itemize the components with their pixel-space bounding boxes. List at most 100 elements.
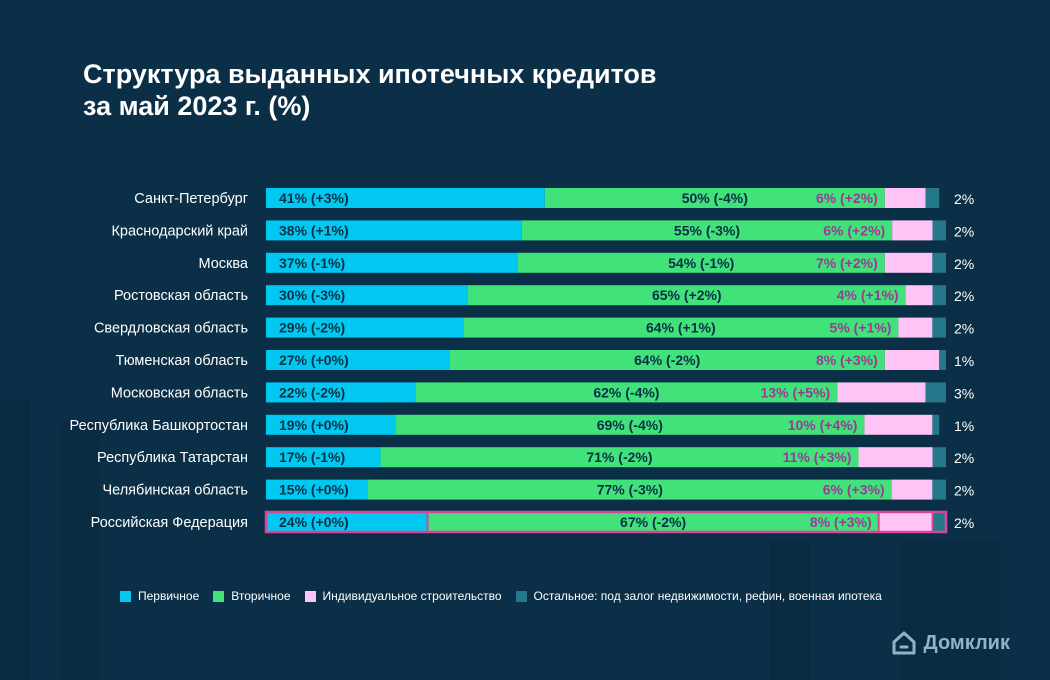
data-label: 38% (+1%) <box>279 222 349 238</box>
data-label: 62% (-4%) <box>593 384 659 400</box>
bar-segment-4 <box>925 382 946 403</box>
data-label: 2% <box>954 191 974 207</box>
bar-segment-2 <box>544 188 885 208</box>
legend-item-secondary: Вторичное <box>213 589 291 603</box>
data-label: 65% (+2%) <box>652 287 722 303</box>
bar-segment-1 <box>266 512 428 532</box>
legend-item-individual: Индивидуальное строительство <box>304 589 502 603</box>
legend-label-secondary: Вторичное <box>231 589 291 603</box>
data-label: 17% (-1%) <box>279 449 345 465</box>
data-label: 13% (+5%) <box>761 384 831 400</box>
data-label: 6% (+3%) <box>823 482 885 498</box>
category-label: Челябинская область <box>102 483 248 499</box>
data-label: 24% (+0%) <box>279 514 349 530</box>
bar-segment-3 <box>858 447 933 468</box>
bar-segment-3 <box>884 188 926 208</box>
bar-segment-3 <box>884 252 933 273</box>
bar-segment-3 <box>864 414 933 435</box>
category-label: Свердловская область <box>94 321 248 337</box>
data-label: 2% <box>954 223 974 239</box>
category-label: Республика Башкортостан <box>70 418 248 434</box>
data-label: 67% (-2%) <box>620 514 686 530</box>
legend-label-other: Остальное: под залог недвижимости, рефин… <box>533 589 882 603</box>
data-label: 64% (+1%) <box>646 320 716 336</box>
title-line-1: Структура выданных ипотечных кредитов <box>83 59 657 89</box>
background-decoration <box>900 540 1000 680</box>
data-label: 8% (+3%) <box>816 352 878 368</box>
data-label: 2% <box>954 515 974 531</box>
data-label: 64% (-2%) <box>634 352 700 368</box>
bar-segment-1 <box>266 285 468 306</box>
brand-logo: Домклик <box>891 630 1010 656</box>
bar-segment-1 <box>266 350 450 370</box>
legend-item-primary: Первичное <box>120 589 199 603</box>
bar-segment-3 <box>905 285 933 306</box>
bar-segment-4 <box>932 512 946 532</box>
data-label: 2% <box>954 256 974 272</box>
legend-label-primary: Первичное <box>138 589 200 603</box>
data-label: 69% (-4%) <box>597 417 663 433</box>
bar-segment-3 <box>878 512 933 532</box>
data-label: 30% (-3%) <box>279 287 345 303</box>
data-label: 15% (+0%) <box>279 482 349 498</box>
data-label: 2% <box>954 321 974 337</box>
background-decoration <box>0 400 30 680</box>
data-label: 6% (+2%) <box>823 222 885 238</box>
data-label: 1% <box>954 418 974 434</box>
data-label: 2% <box>954 483 974 499</box>
bar-segment-4 <box>932 479 946 500</box>
data-label: 3% <box>954 385 974 401</box>
bar-segment-3 <box>837 382 926 403</box>
house-icon <box>892 631 916 655</box>
legend-swatch-other <box>515 590 527 602</box>
background-decoration <box>60 420 100 680</box>
bar-segment-4 <box>939 350 946 370</box>
bar-segment-2 <box>463 317 899 338</box>
category-label: Республика Татарстан <box>97 450 248 466</box>
legend-swatch-secondary <box>213 590 225 602</box>
data-label: 27% (+0%) <box>279 352 349 368</box>
title-line-2: за май 2023 г. (%) <box>83 91 311 121</box>
data-label: 71% (-2%) <box>586 449 652 465</box>
data-label: 11% (+3%) <box>783 449 852 465</box>
bar-segment-4 <box>932 220 946 241</box>
data-label: 77% (-3%) <box>597 482 663 498</box>
bar-segment-4 <box>932 285 946 306</box>
bar-segment-2 <box>521 220 893 241</box>
data-label: 7% (+2%) <box>816 255 878 271</box>
bar-segment-3 <box>892 220 933 241</box>
data-label: 6% (+2%) <box>816 190 878 206</box>
data-label: 2% <box>954 450 974 466</box>
bar-segment-2 <box>449 350 885 370</box>
bar-segment-1 <box>266 479 368 500</box>
bar-segment-1 <box>266 414 396 435</box>
bar-segment-1 <box>266 220 522 241</box>
data-label: 29% (-2%) <box>279 320 345 336</box>
bar-segment-1 <box>266 317 464 338</box>
bar-segment-1 <box>266 252 518 273</box>
category-label: Тюменская область <box>115 353 248 369</box>
data-label: 50% (-4%) <box>682 190 748 206</box>
bar-segment-1 <box>266 447 381 468</box>
legend-item-other: Остальное: под залог недвижимости, рефин… <box>515 589 882 603</box>
data-label: 2% <box>954 288 974 304</box>
bar-segment-2 <box>368 479 892 500</box>
legend-swatch-primary <box>120 590 131 602</box>
category-label: Краснодарский край <box>111 223 248 239</box>
legend-swatch-individual <box>304 590 316 602</box>
data-label: 1% <box>954 353 974 369</box>
bar-segment-2 <box>380 447 859 468</box>
bar-segment-2 <box>467 285 906 306</box>
bar-segment-4 <box>932 317 946 338</box>
bar-segment-1 <box>266 188 545 208</box>
data-label: 55% (-3%) <box>674 222 740 238</box>
data-label: 19% (+0%) <box>279 417 349 433</box>
data-label: 22% (-2%) <box>279 384 345 400</box>
category-label: Санкт-Петербург <box>134 191 248 207</box>
legend-label-individual: Индивидуальное строительство <box>322 589 502 603</box>
bar-segment-2 <box>415 382 838 403</box>
bar-segment-3 <box>898 317 933 338</box>
data-label: 54% (-1%) <box>668 255 734 271</box>
brand-name: Домклик <box>923 631 1010 654</box>
bar-segment-3 <box>891 479 933 500</box>
